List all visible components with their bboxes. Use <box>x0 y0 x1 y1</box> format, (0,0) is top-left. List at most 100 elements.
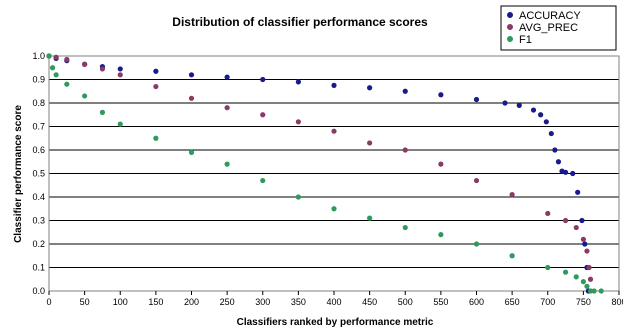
data-point <box>530 107 537 113</box>
y-tick-label: 0.5 <box>32 169 45 179</box>
data-point <box>591 288 597 294</box>
data-point <box>260 76 266 83</box>
data-point <box>188 149 195 155</box>
data-point <box>438 92 444 98</box>
data-point <box>516 102 522 108</box>
y-tick-label: 0.8 <box>32 98 45 108</box>
data-point <box>153 83 159 90</box>
data-point <box>552 147 558 153</box>
data-point <box>99 109 106 115</box>
data-point <box>188 95 195 101</box>
legend-box <box>500 5 617 51</box>
legend-marker-accuracy <box>507 12 513 18</box>
data-point <box>580 236 586 242</box>
x-tick-label: 200 <box>184 297 199 307</box>
x-tick-label: 550 <box>433 297 448 307</box>
x-tick-label: 650 <box>505 297 520 307</box>
data-point <box>438 161 444 167</box>
y-tick-label: 1.0 <box>32 51 45 61</box>
data-point <box>367 140 373 146</box>
data-point <box>573 274 579 280</box>
x-tick-label: 500 <box>398 297 413 307</box>
data-point <box>46 53 52 59</box>
y-tick-label: 0.1 <box>32 263 45 273</box>
x-axis-label: Classifiers ranked by performance metric <box>237 317 434 328</box>
data-point <box>555 159 562 165</box>
data-point <box>49 65 56 71</box>
x-tick-label: 700 <box>540 297 555 307</box>
x-tick-label: 350 <box>291 297 306 307</box>
data-point <box>438 232 444 238</box>
data-point <box>402 88 408 94</box>
y-axis-ticks: 0.0 0.1 0.2 0.3 0.4 0.5 0.6 0.7 0.8 0.9 1.0 <box>32 51 45 296</box>
y-tick-label: 0.0 <box>32 286 45 296</box>
data-point <box>573 224 579 231</box>
y-tick-label: 0.9 <box>32 75 45 85</box>
data-point <box>575 189 581 195</box>
data-point <box>295 119 301 125</box>
data-point <box>587 288 594 294</box>
data-point <box>584 248 590 254</box>
x-tick-label: 150 <box>148 297 163 307</box>
legend-marker-f1 <box>507 36 513 42</box>
data-point <box>579 217 585 224</box>
data-point <box>587 276 594 282</box>
y-tick-label: 0.6 <box>32 145 45 155</box>
data-point <box>473 177 480 184</box>
data-point <box>82 93 88 99</box>
data-point <box>562 217 569 224</box>
data-point <box>117 72 123 78</box>
chart-marks <box>46 53 604 294</box>
legend-marker-avg-prec <box>507 24 513 30</box>
data-point <box>509 192 515 198</box>
data-point <box>473 96 480 103</box>
data-point <box>580 279 586 285</box>
data-point <box>548 130 554 137</box>
data-point <box>543 119 549 125</box>
data-point <box>367 215 373 221</box>
data-point <box>331 128 337 134</box>
data-point <box>224 161 230 167</box>
x-tick-label: 50 <box>80 297 90 307</box>
data-point <box>117 66 123 72</box>
data-point <box>260 177 266 184</box>
data-point <box>53 54 59 60</box>
x-tick-label: 250 <box>220 297 235 307</box>
y-tick-label: 0.4 <box>32 192 45 202</box>
data-point <box>584 283 590 289</box>
data-point <box>562 269 569 275</box>
series-avg-prec <box>46 53 594 282</box>
series-f1 <box>46 53 604 294</box>
x-tick-label: 100 <box>113 297 128 307</box>
data-point <box>582 241 588 247</box>
data-point <box>260 112 266 118</box>
legend-label-accuracy: ACCURACY <box>519 10 581 22</box>
y-tick-label: 0.2 <box>32 239 45 249</box>
data-point <box>562 169 569 175</box>
data-point <box>295 194 301 200</box>
y-tick-label: 0.3 <box>32 216 45 226</box>
legend-label-avg-prec: AVG_PREC <box>519 22 578 34</box>
data-point <box>64 81 70 87</box>
chart-title: Distribution of classifier performance s… <box>172 15 428 29</box>
data-point <box>598 288 604 294</box>
data-point <box>295 79 301 85</box>
legend-label-f1: F1 <box>519 34 532 46</box>
x-tick-label: 0 <box>46 297 51 307</box>
data-point <box>538 112 544 118</box>
x-tick-label: 450 <box>362 297 377 307</box>
x-tick-label: 600 <box>469 297 484 307</box>
data-point <box>188 72 195 78</box>
y-axis-label: Classifier performance score <box>13 105 24 243</box>
y-tick-label: 0.7 <box>32 122 45 132</box>
x-axis-ticks: 0 50 100 150 200 250 300 350 400 450 500 550 600 650 7… <box>46 291 623 307</box>
data-point <box>99 66 106 72</box>
data-point <box>545 264 551 271</box>
data-point <box>224 105 230 111</box>
data-point <box>64 56 70 63</box>
x-tick-label: 800 <box>611 297 623 307</box>
